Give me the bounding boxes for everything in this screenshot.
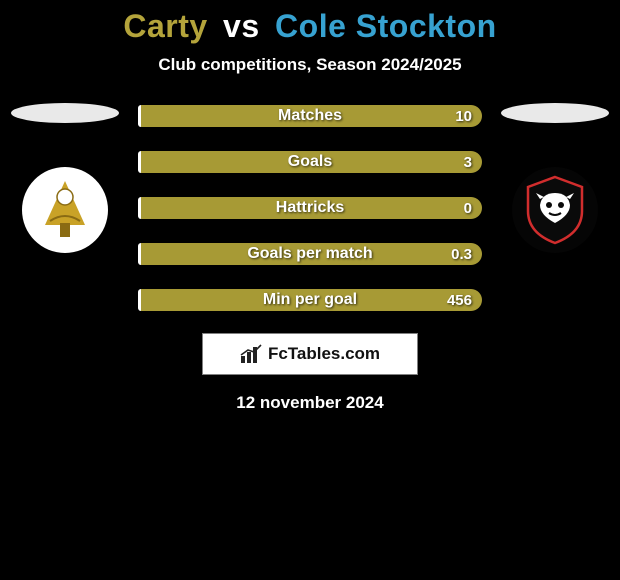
- stat-value-right: 456: [447, 292, 472, 309]
- comparison-row: Matches 10 Goals 3 Hattricks 0 Goals per match…: [0, 103, 620, 311]
- stat-bar: Goals per match 0.3: [138, 243, 482, 265]
- page-title: Carty vs Cole Stockton: [0, 0, 620, 45]
- stat-bar: Min per goal 456: [138, 289, 482, 311]
- player1-photo-placeholder: [11, 103, 119, 123]
- player1-club-crest: [22, 167, 108, 253]
- player2-club-crest: [512, 167, 598, 253]
- doncaster-crest-icon: [30, 175, 100, 245]
- salford-crest-icon: [516, 171, 594, 249]
- brand-chart-icon: [240, 344, 262, 364]
- stat-label: Goals per match: [247, 245, 372, 263]
- player1-name: Carty: [123, 8, 207, 44]
- right-column: [500, 103, 610, 253]
- player2-photo-placeholder: [501, 103, 609, 123]
- date-text: 12 november 2024: [0, 393, 620, 413]
- subtitle: Club competitions, Season 2024/2025: [0, 55, 620, 75]
- stat-value-right: 3: [464, 154, 472, 171]
- stat-bar: Goals 3: [138, 151, 482, 173]
- brand-text: FcTables.com: [268, 344, 380, 364]
- stat-bars: Matches 10 Goals 3 Hattricks 0 Goals per match…: [138, 105, 482, 311]
- stat-label: Hattricks: [276, 199, 344, 217]
- stat-label: Goals: [288, 153, 332, 171]
- stat-bar: Matches 10: [138, 105, 482, 127]
- stat-bar: Hattricks 0: [138, 197, 482, 219]
- stat-value-right: 0: [464, 200, 472, 217]
- brand-badge[interactable]: FcTables.com: [202, 333, 418, 375]
- left-column: [10, 103, 120, 253]
- stat-value-right: 10: [455, 108, 472, 125]
- stat-label: Min per goal: [263, 291, 357, 309]
- vs-text: vs: [223, 8, 260, 44]
- player2-name: Cole Stockton: [275, 8, 497, 44]
- stat-label: Matches: [278, 107, 342, 125]
- stat-value-right: 0.3: [451, 246, 472, 263]
